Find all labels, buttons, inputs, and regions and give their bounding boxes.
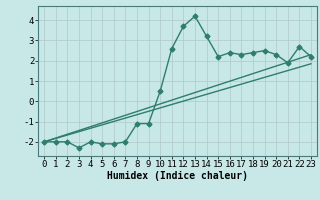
X-axis label: Humidex (Indice chaleur): Humidex (Indice chaleur) [107, 171, 248, 181]
